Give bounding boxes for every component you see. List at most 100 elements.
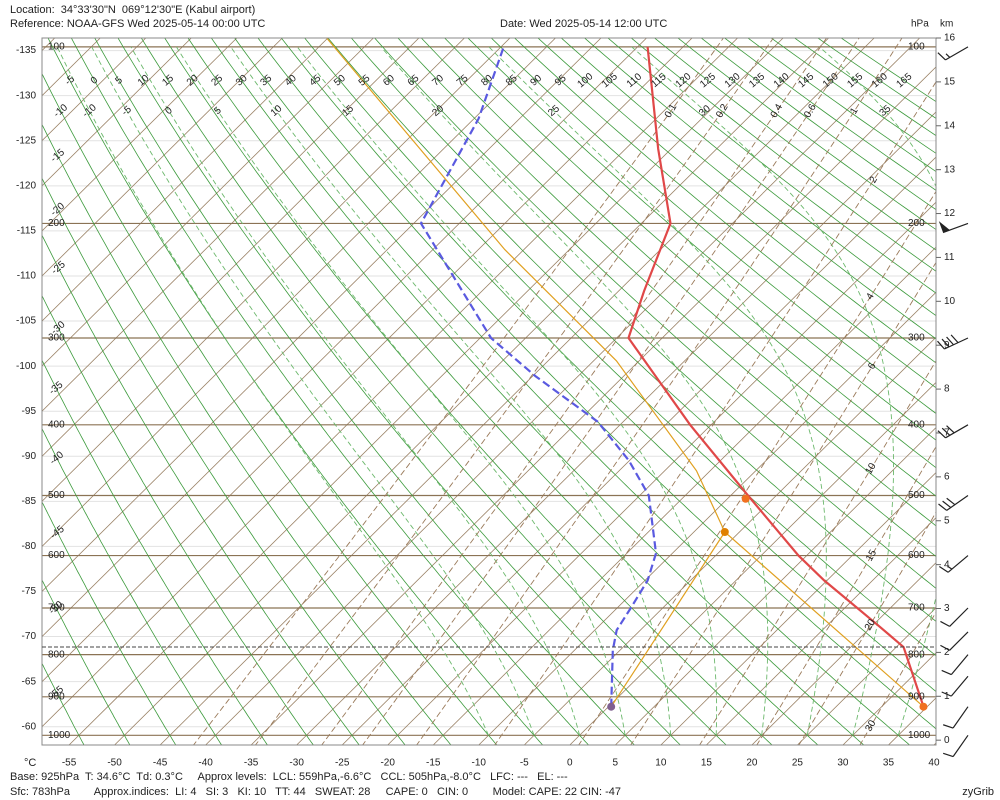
dry-adiabat (420, 38, 936, 497)
y2-tick-label: 3 (944, 603, 950, 614)
isotherm (42, 38, 420, 412)
dry-adiabat (42, 177, 406, 745)
x-tick-label: 10 (655, 758, 667, 769)
pressure-label-right: 1000 (908, 730, 931, 741)
mixing-ratio-label: 1 (848, 106, 861, 117)
pressure-label-left: 400 (48, 419, 65, 430)
pressure-label-left: 1000 (48, 730, 71, 741)
wind-barb (937, 334, 969, 350)
isotherm (569, 381, 936, 745)
mixing-ratio-label: 30 (863, 718, 878, 734)
pressure-unit: hPa (911, 19, 929, 30)
pressure-label-right: 900 (908, 691, 925, 702)
pressure-label-left: 500 (48, 490, 65, 501)
dry-adiabat (42, 72, 498, 745)
moist-adiabat (230, 46, 672, 736)
isotherm (341, 156, 936, 745)
y-tick-label: -65 (22, 676, 37, 687)
isotherm (751, 562, 936, 745)
footer-line: Base: 925hPa T: 34.6°C Td: 0.3°C Approx … (10, 771, 568, 783)
isotherm (114, 38, 829, 745)
dry-adiabat (560, 38, 936, 340)
profile-line (419, 46, 658, 707)
y2-tick-label: 16 (944, 33, 956, 44)
mixing-ratio-label: 10 (864, 461, 879, 477)
isotherm (42, 38, 374, 367)
moist-adiabat-label: 0 (163, 105, 175, 117)
wind-barb (939, 555, 969, 573)
moist-adiabat (130, 46, 581, 736)
y-tick-label: -80 (22, 541, 37, 552)
x-tick-label: -40 (198, 758, 213, 769)
isotherm (523, 336, 936, 745)
isotherm (660, 472, 936, 745)
isotherm (205, 38, 920, 745)
dry-adiabat (210, 38, 865, 745)
y-tick-label: -130 (16, 90, 36, 101)
dry-adiabat (257, 38, 936, 730)
wind-barb (941, 675, 969, 697)
isotherm (42, 38, 602, 593)
x-tick-label: -50 (107, 758, 122, 769)
mixing-ratio-label: 2 (868, 174, 881, 185)
moist-adiabat-label: 5 (212, 105, 224, 117)
level-point (720, 528, 729, 537)
dry-adiabat (537, 38, 936, 364)
date: Date: Wed 2025-05-14 12:00 UTC (500, 18, 667, 30)
mixing-ratio-line (192, 38, 724, 745)
dry-adiabat (94, 38, 635, 745)
mixing-ratio-line (416, 38, 903, 745)
y-tick-label: -70 (22, 631, 37, 642)
dry-adiabat (607, 38, 936, 294)
wind-barb (937, 424, 969, 439)
dry-adiabat (304, 38, 936, 657)
mixing-ratio-line (254, 38, 774, 745)
y-tick-label: -95 (22, 406, 37, 417)
pressure-label-left: 100 (48, 42, 65, 53)
plot-frame (41, 37, 937, 746)
profile-line (627, 46, 925, 708)
wind-barb (938, 221, 969, 234)
isotherm (42, 38, 556, 547)
y-tick-label: -100 (16, 361, 36, 372)
x-tick-label: -30 (289, 758, 304, 769)
y-tick-label: -105 (16, 316, 36, 327)
dry-adiabat (42, 662, 85, 745)
y2-tick-label: 14 (944, 120, 956, 131)
y2-tick-label: 10 (944, 296, 956, 307)
dry-adiabat (514, 38, 936, 389)
dry-adiabat (280, 38, 936, 693)
isotherm (432, 246, 936, 745)
y2-tick-label: 6 (944, 471, 950, 482)
isotherm (68, 38, 784, 745)
x-tick-label: 30 (837, 758, 849, 769)
mixing-ratio-label: 6 (866, 361, 879, 372)
x-tick-label: -45 (153, 758, 168, 769)
dry-adiabat (397, 38, 936, 527)
reference: Reference: NOAA-GFS Wed 2025-05-14 00:00… (10, 18, 265, 30)
pressure-label-right: 200 (908, 218, 925, 229)
isotherm (478, 291, 936, 745)
pressure-label-right: 300 (908, 333, 925, 344)
mixing-ratio-line (494, 81, 936, 745)
y-tick-label: -75 (22, 586, 37, 597)
y-tick-label: -135 (16, 45, 36, 56)
mixing-ratio-line (630, 261, 936, 745)
dry-adiabat (42, 234, 360, 745)
y-tick-label: -125 (16, 135, 36, 146)
isotherm (42, 38, 329, 322)
pressure-label-right: 600 (908, 550, 925, 561)
wind-barb (937, 46, 969, 61)
x-tick-label: -55 (62, 758, 77, 769)
y2-tick-label: 1 (944, 691, 950, 702)
y2-tick-label: 8 (944, 384, 950, 395)
isotherm (42, 38, 465, 457)
x-tick-label: -20 (380, 758, 395, 769)
footer-line: Sfc: 783hPa Approx.indices: LI: 4 SI: 3 … (10, 786, 621, 798)
y2-tick-label: 11 (944, 252, 955, 263)
dry-adiabat (47, 38, 544, 745)
dry-adiabat (42, 359, 268, 745)
mixing-ratio-label: 15 (864, 548, 879, 564)
x-tick-label: -10 (472, 758, 487, 769)
